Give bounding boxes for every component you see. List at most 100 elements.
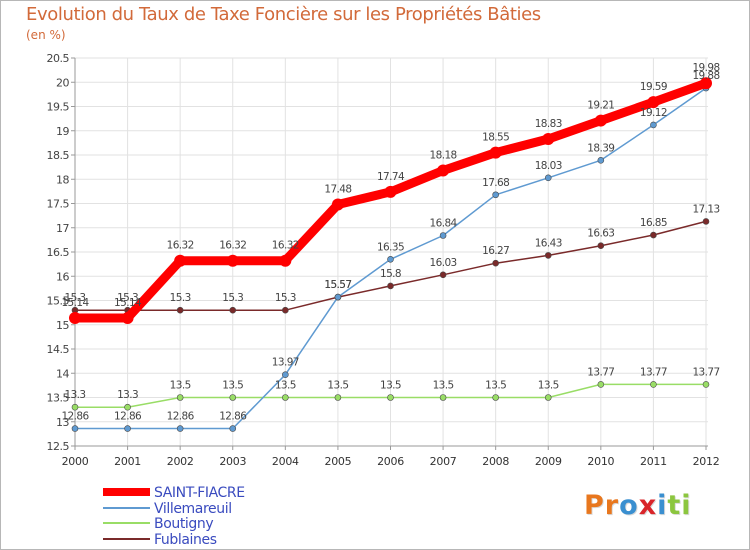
y-tick-label: 15 [56,319,69,332]
logo-letter: x [638,490,658,521]
data-label: 17.68 [482,177,509,189]
y-tick-label: 18 [56,173,69,186]
x-tick-label: 2012 [693,455,720,468]
data-point [176,425,184,432]
data-label: 15.14 [61,297,89,309]
data-point [439,271,447,279]
data-point [71,403,79,411]
logo-letter: t [667,490,682,521]
data-point [174,254,187,267]
data-label: 18.83 [535,118,562,130]
data-label: 15.8 [380,268,401,280]
data-point [229,394,237,401]
data-label: 16.32 [219,240,246,252]
data-point [229,306,237,314]
data-label: 17.74 [377,171,405,183]
data-point [700,77,712,90]
data-label: 13.3 [117,389,138,401]
data-label: 15.57 [324,279,351,291]
data-point [331,198,344,211]
proxiti-logo: Proxiti [584,490,692,521]
data-point [334,394,342,401]
y-tick-label: 20.5 [47,52,70,65]
data-label: 16.85 [640,217,667,229]
y-tick-label: 16.5 [47,246,70,259]
data-point [384,185,397,198]
legend-label: Boutigny [154,516,213,532]
data-point [439,232,447,239]
data-label: 16.84 [430,218,458,230]
y-unit-label: (en %) [26,28,66,42]
data-point [439,394,447,401]
data-label: 16.03 [430,257,457,269]
data-label: 15.3 [170,292,191,304]
y-tick-label: 12.5 [47,440,70,453]
y-tick-label: 14 [56,367,69,380]
data-label: 12.86 [219,411,247,423]
data-point [282,394,289,401]
data-point [124,403,131,411]
data-label: 18.18 [430,150,457,162]
data-point [492,259,499,267]
legend-label: SAINT-FIACRE [154,485,245,501]
data-label: 13.5 [433,380,454,392]
data-point [544,394,552,401]
x-tick-label: 2010 [587,455,614,468]
logo-letter: o [619,490,639,521]
x-tick-label: 2003 [219,455,246,468]
data-label: 16.43 [535,237,562,249]
data-label: 19.21 [587,100,614,112]
data-point [597,381,605,388]
legend-label: Villemareuil [154,501,232,517]
y-tick-label: 15.5 [47,295,70,308]
data-label: 16.32 [167,240,194,252]
data-point [176,306,184,314]
x-tick-label: 2011 [640,455,667,468]
data-point [650,231,657,239]
y-tick-label: 17.5 [47,198,70,211]
data-point [71,425,79,432]
x-tick-label: 2006 [377,455,404,468]
data-point [492,394,499,401]
y-tick-label: 19.5 [47,101,70,114]
logo-letter: r [604,490,620,521]
data-label: 17.13 [692,203,719,215]
data-point [492,191,499,199]
data-label: 15.14 [114,297,142,309]
data-point [334,293,342,301]
data-label: 13.5 [275,380,296,392]
data-label: 16.63 [587,228,614,240]
data-label: 15.3 [65,292,86,304]
data-label: 18.55 [482,132,509,144]
data-point [124,425,131,432]
data-label: 13.5 [538,380,559,392]
data-point [542,132,555,145]
y-tick-label: 20 [56,76,69,89]
legend-label: Fublaines [154,532,217,548]
data-label: 15.3 [222,292,243,304]
y-tick-label: 13 [56,416,69,429]
data-point [650,121,657,129]
data-point [489,146,502,159]
data-point [437,164,450,177]
data-point [229,425,237,432]
data-point [650,381,657,388]
y-tick-label: 14.5 [47,343,70,356]
x-tick-label: 2002 [167,455,194,468]
data-label: 19.88 [692,70,719,82]
data-label: 13.5 [485,380,506,392]
y-tick-label: 16 [56,270,69,283]
data-label: 16.27 [482,245,509,257]
y-tick-label: 19 [56,125,69,138]
data-label: 18.39 [587,142,614,154]
data-label: 12.86 [114,411,142,423]
y-tick-label: 17 [56,222,69,235]
logo-letter: i [657,490,668,521]
data-label: 13.3 [65,389,86,401]
x-tick-label: 2007 [430,455,457,468]
chart-title: Evolution du Taux de Taxe Foncière sur l… [26,4,541,25]
data-label: 13.5 [170,380,191,392]
data-point [597,242,605,249]
data-label: 18.03 [535,160,562,172]
